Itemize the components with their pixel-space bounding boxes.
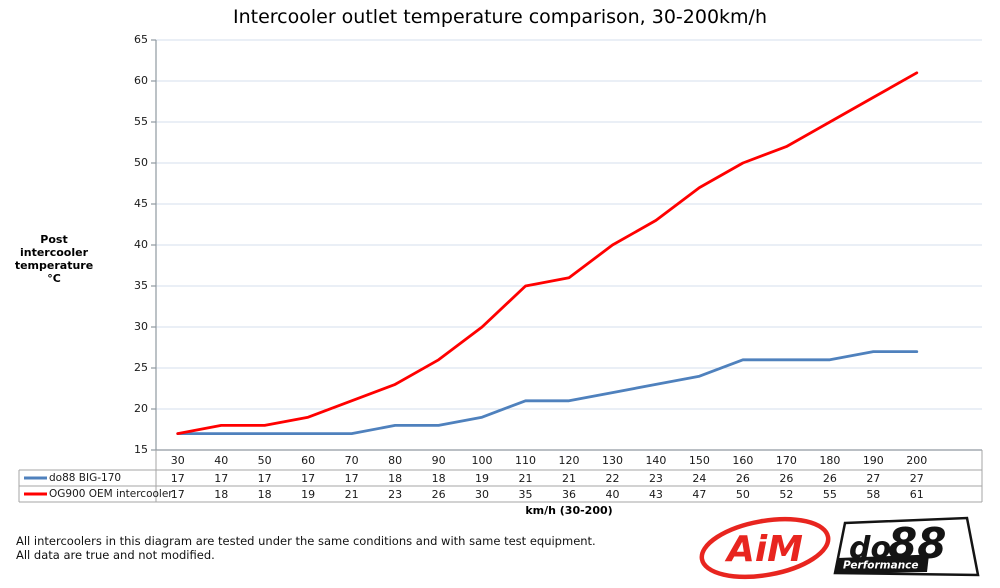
y-tick-label: 25 bbox=[134, 361, 148, 374]
y-tick-label: 65 bbox=[134, 33, 148, 46]
table-cell: 50 bbox=[735, 488, 750, 501]
legend-label-oem: OG900 OEM intercooler bbox=[49, 488, 173, 500]
footnote-line2: All data are true and not modified. bbox=[16, 548, 215, 562]
aim-logo: AiM bbox=[699, 516, 831, 580]
table-cell: 52 bbox=[779, 488, 794, 501]
legend-label-do88: do88 BIG-170 bbox=[49, 472, 122, 484]
x-tick-label: 170 bbox=[775, 454, 797, 467]
footnote-line1: All intercoolers in this diagram are tes… bbox=[16, 534, 596, 548]
x-tick-label: 110 bbox=[515, 454, 537, 467]
x-tick-label: 30 bbox=[170, 454, 185, 467]
y-tick-label: 35 bbox=[134, 279, 148, 292]
do88-logo-subtext: Performance bbox=[843, 560, 919, 572]
table-cell: 36 bbox=[562, 488, 576, 501]
y-tick-label: 60 bbox=[134, 74, 148, 87]
do88-logo-banner bbox=[835, 554, 929, 574]
table-cell: 26 bbox=[779, 472, 794, 485]
y-tick-label: 55 bbox=[134, 115, 148, 128]
table-cell: 43 bbox=[648, 488, 663, 501]
y-tick-label: 45 bbox=[134, 197, 148, 210]
table-cell: 27 bbox=[909, 472, 924, 485]
y-tick-label: 15 bbox=[134, 443, 148, 456]
y-tick-label: 30 bbox=[134, 320, 148, 333]
y-axis-title-line2: temperature °C bbox=[14, 259, 94, 285]
table-cell: 19 bbox=[301, 488, 316, 501]
x-tick-label: 40 bbox=[214, 454, 229, 467]
x-tick-label: 200 bbox=[906, 454, 928, 467]
x-axis-title: km/h (30-200) bbox=[525, 504, 613, 517]
series-line-oem bbox=[176, 71, 919, 436]
table-cell: 35 bbox=[518, 488, 533, 501]
table-cell: 22 bbox=[605, 472, 620, 485]
table-cell: 27 bbox=[866, 472, 881, 485]
table-cell: 21 bbox=[344, 488, 359, 501]
table-cell: 24 bbox=[692, 472, 707, 485]
y-tick-label: 50 bbox=[134, 156, 148, 169]
table-cell: 58 bbox=[866, 488, 881, 501]
x-tick-label: 140 bbox=[645, 454, 667, 467]
x-tick-label: 150 bbox=[688, 454, 710, 467]
table-cell: 18 bbox=[257, 488, 272, 501]
table-cell: 17 bbox=[170, 488, 185, 501]
x-tick-label: 80 bbox=[388, 454, 403, 467]
table-cell: 47 bbox=[692, 488, 707, 501]
table-cell: 30 bbox=[475, 488, 490, 501]
do88-logo: do 88 Performance bbox=[833, 516, 980, 577]
table-cell: 18 bbox=[388, 472, 403, 485]
table-cell: 23 bbox=[388, 488, 403, 501]
series-line-do88 bbox=[176, 350, 919, 436]
aim-logo-oval bbox=[699, 516, 831, 580]
y-tick-label: 20 bbox=[134, 402, 148, 415]
table-cell: 17 bbox=[257, 472, 272, 485]
table-cell: 26 bbox=[735, 472, 750, 485]
table-cell: 23 bbox=[648, 472, 663, 485]
y-axis-title: Post intercooler temperature °C bbox=[8, 233, 100, 285]
table-cell: 17 bbox=[344, 472, 359, 485]
chart-title: Intercooler outlet temperature compariso… bbox=[232, 6, 767, 28]
table-cell: 17 bbox=[170, 472, 185, 485]
table-cell: 61 bbox=[909, 488, 924, 501]
table-cell: 18 bbox=[431, 472, 446, 485]
table-cell: 21 bbox=[562, 472, 576, 485]
x-tick-label: 130 bbox=[601, 454, 623, 467]
x-tick-label: 160 bbox=[732, 454, 754, 467]
x-tick-label: 180 bbox=[819, 454, 841, 467]
footnote: All intercoolers in this diagram are tes… bbox=[16, 534, 596, 562]
x-tick-label: 70 bbox=[344, 454, 359, 467]
table-cell: 18 bbox=[214, 488, 229, 501]
table-cell: 26 bbox=[822, 472, 837, 485]
x-tick-label: 120 bbox=[558, 454, 580, 467]
aim-logo-text: AiM bbox=[724, 529, 803, 570]
table-cell: 55 bbox=[822, 488, 837, 501]
table-cell: 21 bbox=[518, 472, 533, 485]
y-tick-label: 40 bbox=[134, 238, 148, 251]
x-tick-label: 90 bbox=[431, 454, 446, 467]
x-tick-label: 190 bbox=[862, 454, 884, 467]
x-tick-label: 50 bbox=[257, 454, 272, 467]
x-tick-label: 100 bbox=[471, 454, 493, 467]
y-axis-title-line1: Post intercooler bbox=[19, 233, 89, 259]
table-cell: 40 bbox=[605, 488, 620, 501]
x-tick-label: 60 bbox=[301, 454, 316, 467]
table-cell: 26 bbox=[431, 488, 446, 501]
table-cell: 17 bbox=[214, 472, 229, 485]
table-cell: 19 bbox=[475, 472, 490, 485]
table-cell: 17 bbox=[301, 472, 316, 485]
